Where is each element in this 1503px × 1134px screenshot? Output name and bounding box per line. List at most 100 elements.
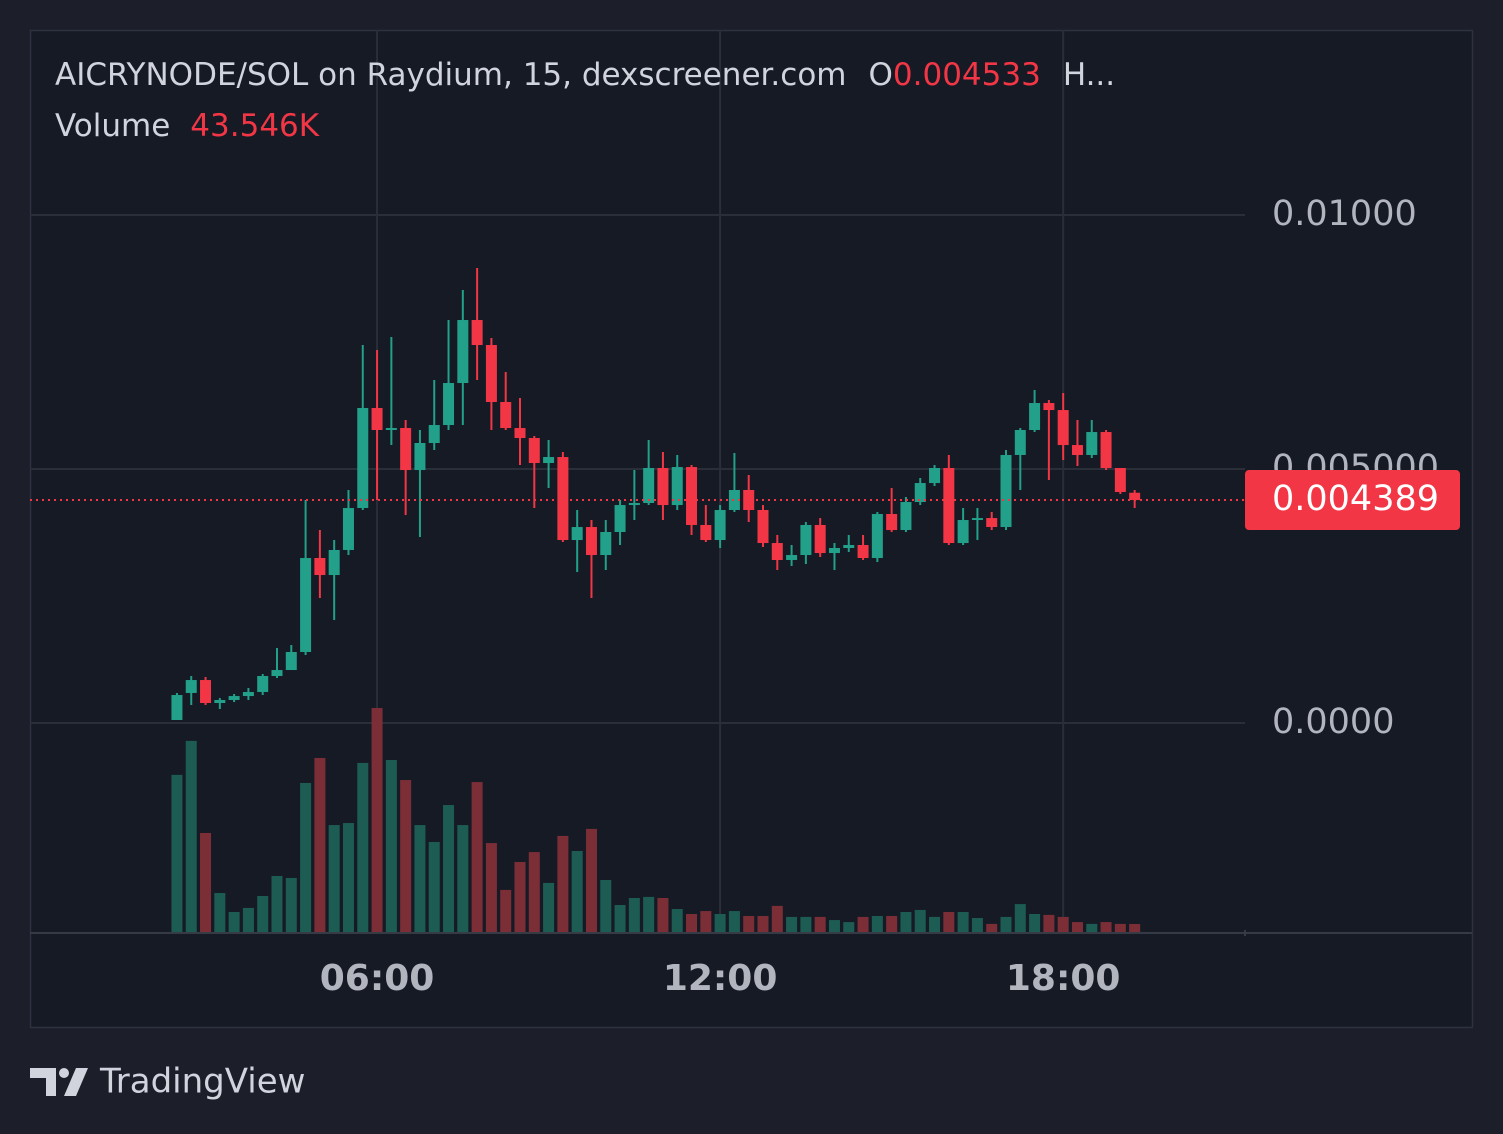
volume-header: Volume 43.546K	[55, 108, 320, 144]
volume-bar	[757, 916, 769, 932]
volume-bar	[786, 916, 798, 932]
volume-bar	[471, 782, 483, 932]
volume-bar	[971, 918, 983, 932]
volume-bar	[271, 875, 283, 932]
volume-bar	[585, 828, 597, 932]
candle-body	[900, 502, 912, 531]
candle-body	[771, 543, 783, 560]
candle-body	[1100, 432, 1112, 468]
volume-bar	[828, 920, 840, 932]
candle-body	[385, 428, 397, 430]
candle-body	[857, 545, 869, 559]
candle-body	[200, 680, 212, 703]
candle-body	[828, 548, 840, 554]
open-label: O	[868, 57, 892, 93]
volume-bar	[428, 841, 440, 932]
volume-bar	[743, 916, 755, 932]
candle-body	[728, 489, 740, 511]
candle-body	[185, 680, 197, 693]
candle-body	[414, 443, 426, 471]
candle-body	[328, 549, 340, 576]
candle-body	[557, 457, 569, 541]
volume-bar	[228, 911, 240, 932]
volume-bar	[285, 877, 297, 932]
candle-body	[1043, 403, 1055, 411]
candle-body	[1029, 403, 1041, 430]
candle-body	[700, 524, 712, 541]
candle-body	[1000, 454, 1012, 528]
candle-body	[871, 514, 883, 559]
candle-body	[528, 438, 540, 464]
volume-bar	[1129, 923, 1141, 932]
volume-bar	[443, 805, 455, 932]
volume-bar	[214, 893, 226, 932]
candle-body	[986, 518, 998, 528]
logo: TradingView	[30, 1062, 305, 1102]
candle-body	[300, 558, 312, 652]
candle-body	[585, 527, 597, 556]
volume-bar	[929, 916, 941, 932]
candle-body	[671, 467, 683, 506]
candle-body	[400, 428, 412, 471]
candle-body	[643, 467, 655, 503]
candle-body	[500, 402, 512, 429]
candle-body	[957, 520, 969, 544]
volume-bar	[814, 916, 826, 932]
volume-bar	[657, 898, 669, 932]
price-pane	[30, 267, 1245, 721]
volume-bar	[485, 843, 497, 932]
candle-body	[171, 695, 183, 721]
candle-body	[1086, 432, 1098, 455]
x-tick-label: 12:00	[663, 958, 778, 999]
candle-body	[514, 428, 526, 439]
logo-dot	[59, 1068, 69, 1078]
candle-body	[314, 558, 326, 576]
y-tick-label: 0.01000	[1272, 194, 1417, 234]
volume-bar	[686, 913, 698, 932]
volume-bar	[843, 922, 855, 932]
last-price-label: 0.004389	[1272, 479, 1439, 519]
candle-body	[714, 510, 726, 541]
volume-bar	[371, 708, 383, 932]
candle-body	[1129, 492, 1141, 501]
volume-bar	[1057, 916, 1069, 932]
volume-bar	[385, 760, 397, 932]
candle-body	[1114, 467, 1126, 493]
candle-body	[271, 670, 283, 677]
volume-bar	[728, 911, 740, 932]
candle-body	[943, 467, 955, 544]
candle-body	[342, 508, 354, 550]
volume-bar	[643, 896, 655, 932]
candle-body	[914, 483, 926, 503]
volume-bar	[857, 916, 869, 932]
candle-body	[457, 320, 469, 384]
candle-body	[886, 514, 898, 531]
candle-body	[614, 505, 626, 533]
volume-bar	[671, 909, 683, 932]
volume-bar	[342, 823, 354, 932]
candle-body	[786, 555, 798, 560]
volume-bar	[1014, 904, 1026, 932]
chart-title: AICRYNODE/SOL on Raydium, 15, dexscreene…	[55, 57, 846, 93]
candle-body	[371, 408, 383, 430]
candle-body	[471, 320, 483, 346]
candle-body	[1014, 429, 1026, 455]
candle-body	[485, 345, 497, 403]
volume-bar	[986, 923, 998, 932]
volume-bar	[914, 909, 926, 932]
volume-value: 43.546K	[190, 108, 319, 144]
candle-body	[628, 502, 640, 506]
brand-name: TradingView	[99, 1062, 305, 1102]
candle-body	[800, 524, 812, 556]
volume-bar	[1100, 922, 1112, 932]
volume-bar	[1086, 923, 1098, 932]
volume-bar	[700, 911, 712, 932]
volume-bar	[771, 905, 783, 932]
candle-body	[757, 510, 769, 544]
volume-bar	[900, 911, 912, 932]
volume-bar	[500, 889, 512, 932]
candle-body	[428, 425, 440, 444]
